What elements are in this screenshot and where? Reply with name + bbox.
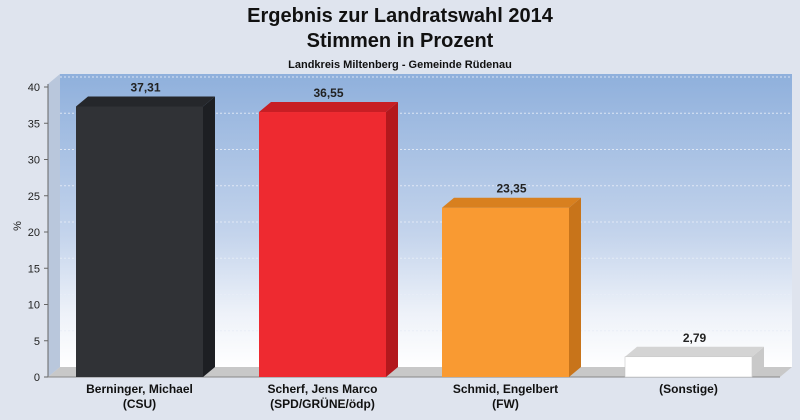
y-axis-label: % bbox=[12, 221, 24, 231]
plot-back-wall bbox=[60, 74, 792, 367]
bar bbox=[624, 356, 753, 378]
category-label: Berninger, Michael bbox=[86, 382, 193, 396]
category-label: (CSU) bbox=[123, 397, 156, 411]
category-label: (Sonstige) bbox=[659, 382, 718, 396]
y-tick-label: 35 bbox=[28, 118, 40, 130]
y-tick-label: 20 bbox=[28, 227, 40, 239]
bar-top bbox=[76, 96, 215, 107]
bar-top bbox=[259, 102, 398, 113]
y-tick-label: 15 bbox=[28, 263, 40, 275]
plot-area bbox=[48, 74, 792, 377]
plot-side-wall bbox=[48, 74, 60, 377]
category-label: (SPD/GRÜNE/ödp) bbox=[270, 396, 375, 411]
bar-group: 36,55 bbox=[259, 86, 398, 377]
bar-top bbox=[442, 197, 581, 208]
bar-group: 23,35 bbox=[442, 182, 581, 377]
bars: 37,31 36,55 23,35 2,79 bbox=[76, 81, 764, 378]
category-labels: Berninger, Michael(CSU) Scherf, Jens Marc… bbox=[86, 382, 718, 411]
bar-side bbox=[752, 346, 764, 377]
bar-side bbox=[569, 197, 581, 377]
bar-value-label: 2,79 bbox=[683, 331, 707, 345]
y-tick-label: 5 bbox=[34, 336, 40, 348]
bar-side bbox=[386, 102, 398, 377]
y-tick-label: 25 bbox=[28, 191, 40, 203]
bar-group: 2,79 bbox=[624, 331, 764, 378]
plot-floor bbox=[48, 367, 792, 377]
y-axis: 0 5 10 15 20 25 30 35 40% bbox=[12, 82, 780, 384]
chart-subtitle: Landkreis Miltenberg - Gemeinde Rüdenau bbox=[288, 59, 512, 71]
bar bbox=[259, 112, 386, 377]
category-label: Scherf, Jens Marco bbox=[267, 382, 377, 396]
chart-title-block: Ergebnis zur Landratswahl 2014 Stimmen i… bbox=[0, 4, 800, 74]
bar bbox=[442, 207, 569, 377]
bar-group: 37,31 bbox=[76, 81, 215, 377]
bar-value-label: 23,35 bbox=[496, 182, 526, 196]
bar-value-label: 37,31 bbox=[130, 81, 160, 95]
y-tick-label: 30 bbox=[28, 155, 40, 167]
y-tick-label: 10 bbox=[28, 300, 40, 312]
chart-title-line-2: Stimmen in Prozent bbox=[306, 30, 494, 52]
bar-top bbox=[625, 346, 764, 357]
y-tick-label: 40 bbox=[28, 82, 40, 94]
bar-side bbox=[203, 96, 215, 377]
category-label: Schmid, Engelbert bbox=[453, 382, 558, 396]
chart-title-line-1: Ergebnis zur Landratswahl 2014 bbox=[247, 5, 553, 27]
bar-value-label: 36,55 bbox=[313, 86, 343, 100]
y-tick-label: 0 bbox=[34, 372, 40, 384]
category-label: (FW) bbox=[492, 397, 519, 411]
bar bbox=[76, 106, 203, 377]
